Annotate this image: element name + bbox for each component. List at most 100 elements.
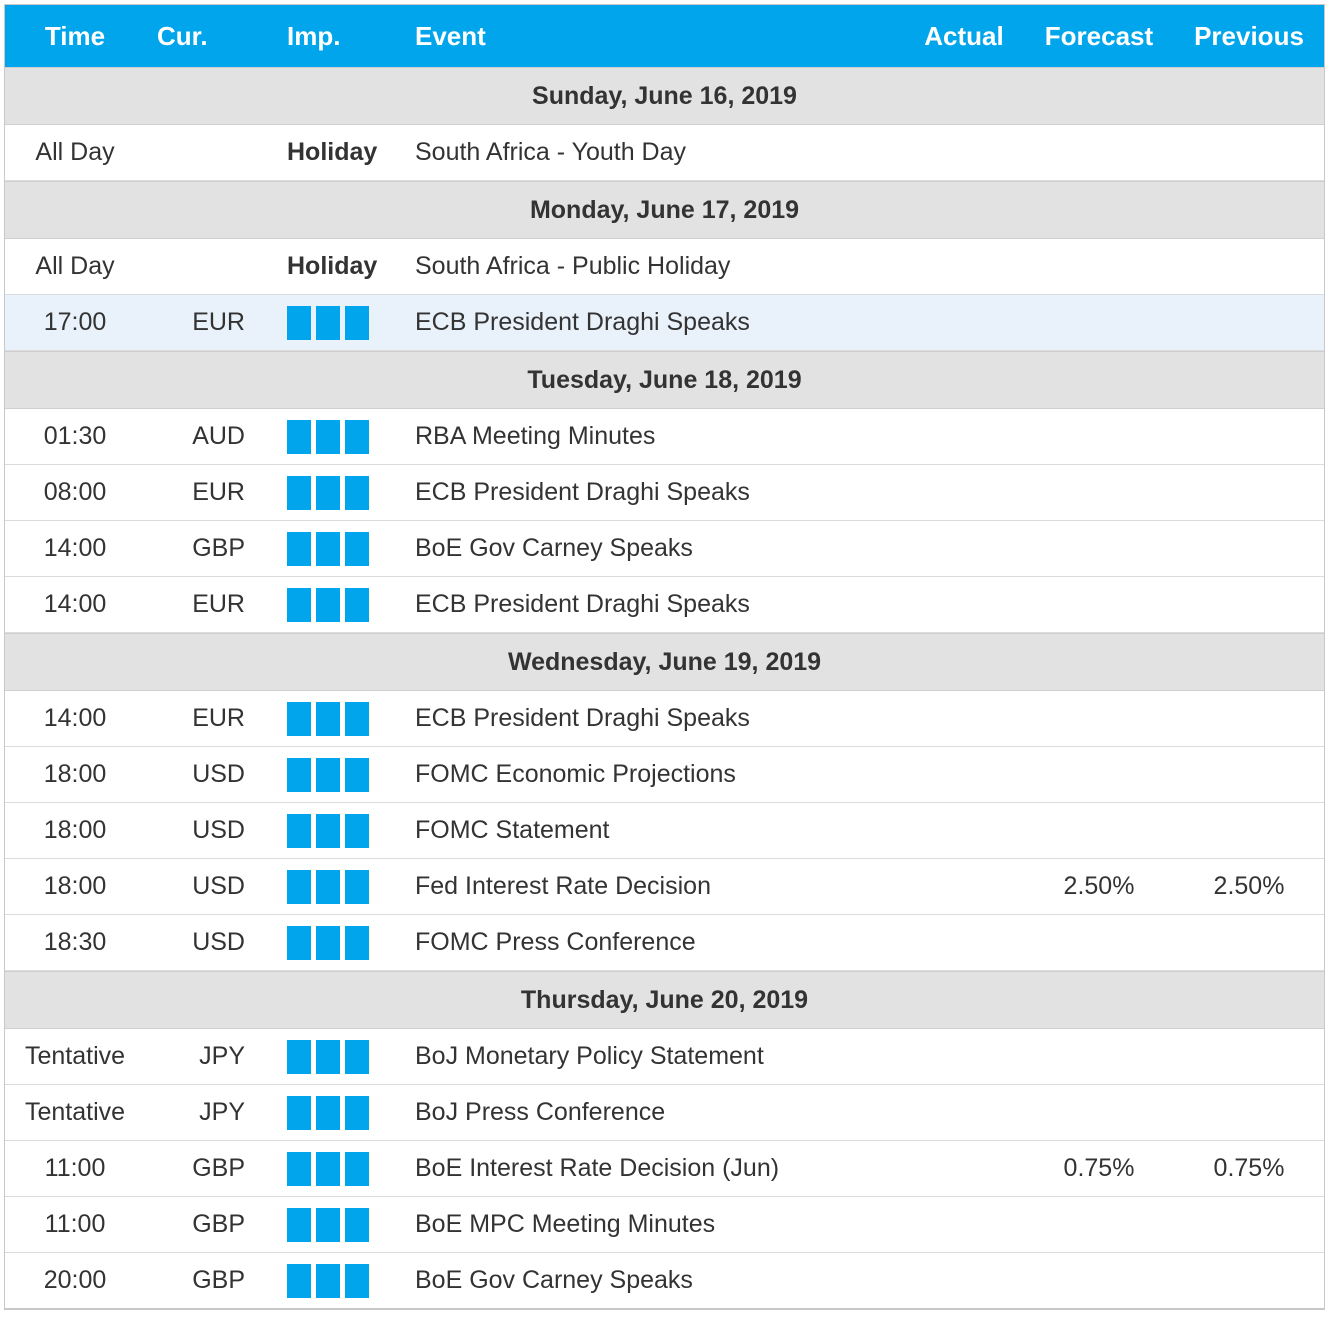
event-row[interactable]: 17:00 EUR ECB President Draghi Speaks	[5, 295, 1324, 351]
event-time: Tentative	[24, 1098, 126, 1126]
event-importance	[275, 1151, 403, 1186]
bull-icon	[345, 305, 369, 340]
event-currency: USD	[192, 816, 245, 844]
importance-bulls	[287, 1095, 403, 1130]
event-row[interactable]: 11:00 GBP BoE Interest Rate Decision (Jun)…	[5, 1141, 1324, 1197]
importance-bulls	[287, 925, 403, 960]
event-row[interactable]: 01:30 AUD RBA Meeting Minutes	[5, 409, 1324, 465]
date-header: Thursday, June 20, 2019	[5, 971, 1324, 1029]
header-event[interactable]: Event	[415, 20, 486, 51]
importance-bulls	[287, 1039, 403, 1074]
header-time[interactable]: Time	[44, 20, 106, 51]
bull-icon	[287, 1151, 311, 1186]
header-previous[interactable]: Previous	[1194, 20, 1304, 51]
calendar-body: Sunday, June 16, 2019 All Day Holiday South…	[5, 67, 1324, 1308]
importance-bulls	[287, 475, 403, 510]
importance-bulls	[287, 1207, 403, 1242]
event-title[interactable]: FOMC Economic Projections	[415, 760, 736, 788]
event-title[interactable]: FOMC Press Conference	[415, 928, 696, 956]
event-time: 14:00	[43, 534, 107, 562]
event-title[interactable]: South Africa - Youth Day	[415, 138, 687, 166]
event-importance	[275, 701, 403, 736]
date-header: Monday, June 17, 2019	[5, 181, 1324, 239]
importance-bulls	[287, 869, 403, 904]
event-importance	[275, 1095, 403, 1130]
bull-icon	[345, 813, 369, 848]
event-time: 18:00	[43, 872, 107, 900]
event-time: 17:00	[43, 308, 107, 336]
event-title[interactable]: BoE Interest Rate Decision (Jun)	[415, 1154, 780, 1182]
event-title[interactable]: South Africa - Public Holiday	[415, 252, 731, 280]
header-currency[interactable]: Cur.	[157, 20, 208, 51]
event-time: 14:00	[43, 590, 107, 618]
event-row[interactable]: 18:00 USD FOMC Economic Projections	[5, 747, 1324, 803]
event-time: 14:00	[43, 704, 107, 732]
event-title[interactable]: RBA Meeting Minutes	[415, 422, 656, 450]
event-forecast: 2.50%	[1063, 872, 1135, 900]
header-importance[interactable]: Imp.	[287, 20, 341, 51]
event-importance-holiday: Holiday	[287, 138, 378, 166]
event-row[interactable]: 11:00 GBP BoE MPC Meeting Minutes	[5, 1197, 1324, 1253]
event-importance	[275, 419, 403, 454]
event-title[interactable]: BoE MPC Meeting Minutes	[415, 1210, 716, 1238]
event-time: 18:00	[43, 760, 107, 788]
event-time: 08:00	[43, 478, 107, 506]
event-importance	[275, 869, 403, 904]
header-actual[interactable]: Actual	[924, 20, 1004, 51]
event-time: 01:30	[43, 422, 107, 450]
event-importance	[275, 587, 403, 622]
event-forecast: 0.75%	[1063, 1154, 1135, 1182]
event-title[interactable]: ECB President Draghi Speaks	[415, 704, 750, 732]
bull-icon	[287, 1263, 311, 1298]
event-time: 18:30	[43, 928, 107, 956]
bull-icon	[287, 531, 311, 566]
event-row[interactable]: 18:00 USD FOMC Statement	[5, 803, 1324, 859]
event-title[interactable]: ECB President Draghi Speaks	[415, 478, 750, 506]
economic-calendar: Time Cur. Imp. Event Actual Forecast Pre…	[4, 4, 1325, 1310]
bull-icon	[316, 475, 340, 510]
header-forecast[interactable]: Forecast	[1044, 20, 1154, 51]
event-row[interactable]: 20:00 GBP BoE Gov Carney Speaks	[5, 1253, 1324, 1308]
event-row[interactable]: 18:00 USD Fed Interest Rate Decision 2.50% 2…	[5, 859, 1324, 915]
event-importance	[275, 305, 403, 340]
event-row[interactable]: Tentative JPY BoJ Press Conference	[5, 1085, 1324, 1141]
event-time: Tentative	[24, 1042, 126, 1070]
importance-bulls	[287, 1151, 403, 1186]
bull-icon	[287, 925, 311, 960]
event-importance	[275, 475, 403, 510]
bull-icon	[316, 1039, 340, 1074]
event-currency: GBP	[192, 1266, 245, 1294]
event-row[interactable]: 14:00 EUR ECB President Draghi Speaks	[5, 577, 1324, 633]
bull-icon	[287, 813, 311, 848]
date-header: Wednesday, June 19, 2019	[5, 633, 1324, 691]
event-row[interactable]: All Day Holiday South Africa - Public Holi…	[5, 239, 1324, 295]
event-time: All Day	[35, 252, 115, 280]
bull-icon	[287, 1095, 311, 1130]
event-currency: EUR	[192, 704, 245, 732]
event-importance	[275, 757, 403, 792]
event-title[interactable]: Fed Interest Rate Decision	[415, 872, 711, 900]
event-title[interactable]: ECB President Draghi Speaks	[415, 590, 750, 618]
event-currency: USD	[192, 760, 245, 788]
event-title[interactable]: ECB President Draghi Speaks	[415, 308, 750, 336]
event-title[interactable]: BoE Gov Carney Speaks	[415, 534, 693, 562]
bull-icon	[316, 1207, 340, 1242]
event-row[interactable]: 14:00 EUR ECB President Draghi Speaks	[5, 691, 1324, 747]
bull-icon	[316, 813, 340, 848]
event-importance	[275, 1207, 403, 1242]
bull-icon	[345, 587, 369, 622]
event-title[interactable]: BoE Gov Carney Speaks	[415, 1266, 693, 1294]
event-row[interactable]: 14:00 GBP BoE Gov Carney Speaks	[5, 521, 1324, 577]
event-title[interactable]: BoJ Monetary Policy Statement	[415, 1042, 764, 1070]
event-row[interactable]: 08:00 EUR ECB President Draghi Speaks	[5, 465, 1324, 521]
bull-icon	[345, 1151, 369, 1186]
event-row[interactable]: All Day Holiday South Africa - Youth Day	[5, 125, 1324, 181]
event-row[interactable]: 18:30 USD FOMC Press Conference	[5, 915, 1324, 971]
event-title[interactable]: FOMC Statement	[415, 816, 610, 844]
bull-icon	[287, 1207, 311, 1242]
bull-icon	[287, 305, 311, 340]
event-importance	[275, 531, 403, 566]
bull-icon	[316, 531, 340, 566]
event-row[interactable]: Tentative JPY BoJ Monetary Policy Statemen…	[5, 1029, 1324, 1085]
event-title[interactable]: BoJ Press Conference	[415, 1098, 666, 1126]
